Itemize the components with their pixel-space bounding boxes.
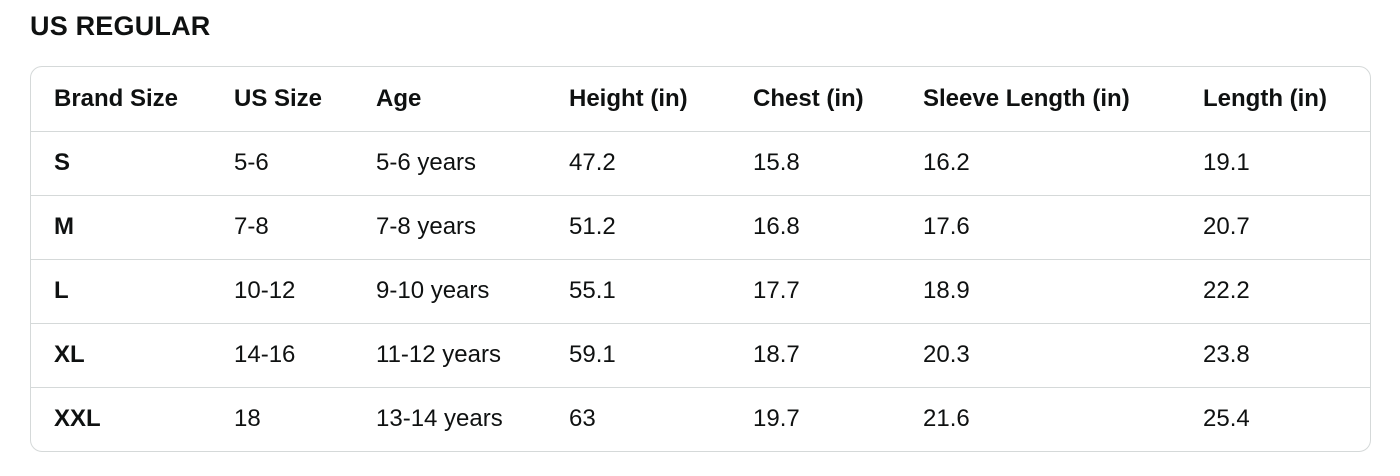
cell-brand-size: L xyxy=(31,258,234,323)
cell-length: 25.4 xyxy=(1203,386,1370,451)
cell-chest: 18.7 xyxy=(753,322,923,387)
cell-brand-size: XXL xyxy=(31,386,234,451)
cell-brand-size: M xyxy=(31,194,234,259)
cell-brand-size: XL xyxy=(31,322,234,387)
page-title: US REGULAR xyxy=(30,11,211,41)
table-row-xl: XL 14-16 11-12 years 59.1 18.7 20.3 23.8 xyxy=(31,322,1370,387)
cell-brand-size: S xyxy=(31,130,234,195)
cell-us-size: 5-6 xyxy=(234,130,376,195)
cell-height: 59.1 xyxy=(569,322,753,387)
cell-sleeve-length: 16.2 xyxy=(923,130,1203,195)
column-header-chest: Chest (in) xyxy=(753,84,864,112)
column-header-us-size: US Size xyxy=(234,84,323,112)
column-header-height: Height (in) xyxy=(569,84,688,112)
table-row-m: M 7-8 7-8 years 51.2 16.8 17.6 20.7 xyxy=(31,194,1370,259)
cell-height: 63 xyxy=(569,386,753,451)
cell-height: 47.2 xyxy=(569,130,753,195)
cell-sleeve-length: 20.3 xyxy=(923,322,1203,387)
size-chart-card: Brand Size US Size Age Height (in) Chest… xyxy=(30,66,1371,452)
cell-height: 55.1 xyxy=(569,258,753,323)
cell-us-size: 14-16 xyxy=(234,322,376,387)
column-header-length: Length (in) xyxy=(1203,84,1327,112)
cell-sleeve-length: 21.6 xyxy=(923,386,1203,451)
table-row-l: L 10-12 9-10 years 55.1 17.7 18.9 22.2 xyxy=(31,258,1370,323)
column-header-sleeve-length: Sleeve Length (in) xyxy=(923,84,1130,112)
cell-sleeve-length: 17.6 xyxy=(923,194,1203,259)
cell-chest: 16.8 xyxy=(753,194,923,259)
cell-age: 9-10 years xyxy=(376,258,569,323)
cell-length: 22.2 xyxy=(1203,258,1370,323)
cell-chest: 17.7 xyxy=(753,258,923,323)
cell-sleeve-length: 18.9 xyxy=(923,258,1203,323)
cell-us-size: 18 xyxy=(234,386,376,451)
table-row-xxl: XXL 18 13-14 years 63 19.7 21.6 25.4 xyxy=(31,386,1370,451)
header-row: Brand Size US Size Age Height (in) Chest… xyxy=(31,67,1370,131)
cell-length: 23.8 xyxy=(1203,322,1370,387)
cell-length: 20.7 xyxy=(1203,194,1370,259)
cell-chest: 15.8 xyxy=(753,130,923,195)
size-chart-table: Brand Size US Size Age Height (in) Chest… xyxy=(31,67,1370,451)
cell-us-size: 10-12 xyxy=(234,258,376,323)
cell-chest: 19.7 xyxy=(753,386,923,451)
table-row-s: S 5-6 5-6 years 47.2 15.8 16.2 19.1 xyxy=(31,130,1370,195)
column-header-brand-size: Brand Size xyxy=(54,84,179,112)
column-header-age: Age xyxy=(376,84,422,112)
cell-age: 5-6 years xyxy=(376,130,569,195)
cell-age: 7-8 years xyxy=(376,194,569,259)
cell-age: 13-14 years xyxy=(376,386,569,451)
cell-length: 19.1 xyxy=(1203,130,1370,195)
cell-age: 11-12 years xyxy=(376,322,569,387)
cell-height: 51.2 xyxy=(569,194,753,259)
cell-us-size: 7-8 xyxy=(234,194,376,259)
